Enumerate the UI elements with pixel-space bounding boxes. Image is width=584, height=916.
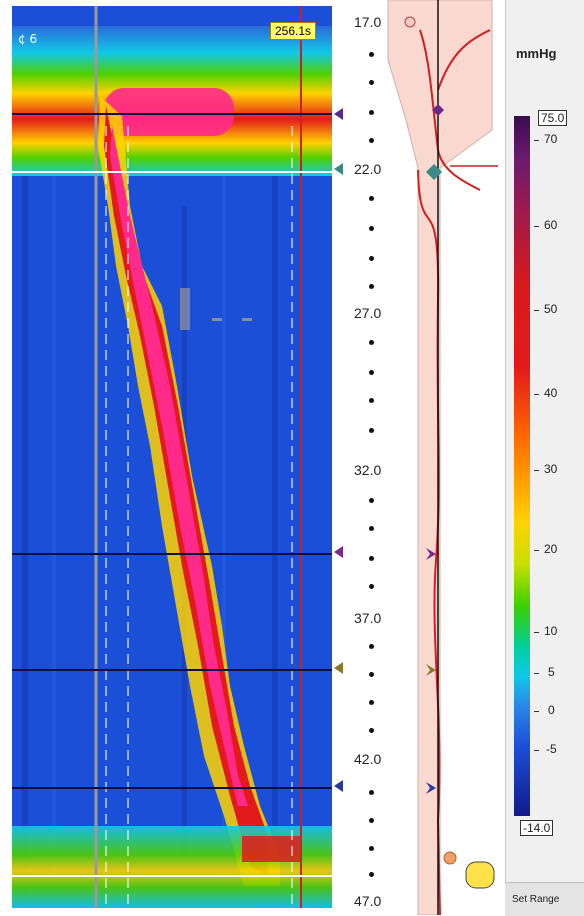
legend-tick-50: 50 — [544, 302, 557, 316]
time-readout: 256.1s — [270, 22, 316, 40]
marker-ues-upper[interactable] — [334, 108, 343, 120]
pressure-topography-plot[interactable] — [12, 6, 332, 908]
scale-top-label: 17.0 — [354, 14, 381, 30]
legend-tick-10: 10 — [544, 624, 557, 638]
legend-max[interactable]: 75.0 — [538, 110, 567, 126]
anatomy-marker-bottom — [444, 852, 456, 864]
topography-svg — [12, 6, 332, 908]
legend-tick-minus5: -5 — [546, 742, 557, 756]
color-bar — [514, 116, 530, 816]
scale-label-3: 32.0 — [354, 462, 381, 478]
anatomy-marker-top — [405, 17, 415, 27]
scale-label-4: 37.0 — [354, 610, 381, 626]
marker-body-1[interactable] — [334, 546, 343, 558]
scale-label-1: 22.0 — [354, 161, 381, 177]
pressure-color-legend: mmHg 75.0 70 60 50 40 30 20 10 5 0 -5 -1… — [505, 0, 584, 915]
channel-label: ¢ 6 — [18, 32, 37, 46]
legend-tick-70: 70 — [544, 132, 557, 146]
esophagus-anatomy-diagram[interactable] — [380, 0, 498, 915]
set-range-button[interactable]: Set Range — [512, 894, 559, 905]
legend-tick-30: 30 — [544, 462, 557, 476]
legend-min[interactable]: -14.0 — [520, 820, 553, 836]
legend-tick-0: 0 — [548, 703, 555, 717]
marker-ues-lower[interactable] — [334, 163, 343, 175]
scale-label-5: 42.0 — [354, 751, 381, 767]
legend-tick-40: 40 — [544, 386, 557, 400]
scale-label-6: 47.0 — [354, 893, 381, 909]
anatomy-tag — [466, 862, 494, 888]
marker-les[interactable] — [334, 780, 343, 792]
legend-unit: mmHg — [516, 46, 556, 61]
marker-body-2[interactable] — [334, 662, 343, 674]
legend-tick-20: 20 — [544, 542, 557, 556]
legend-tick-5: 5 — [548, 665, 555, 679]
legend-tick-60: 60 — [544, 218, 557, 232]
scale-label-2: 27.0 — [354, 305, 381, 321]
